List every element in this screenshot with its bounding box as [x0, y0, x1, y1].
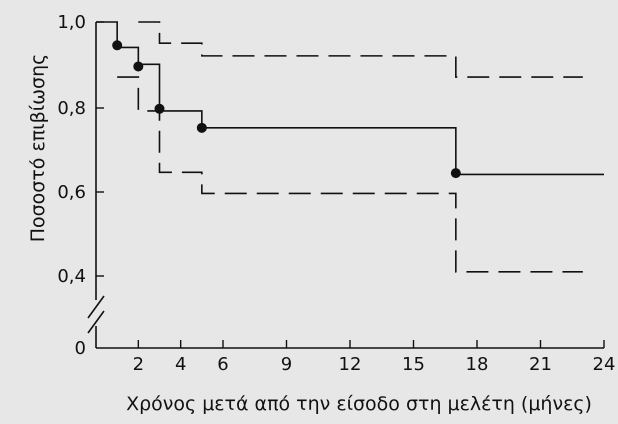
x-tick-label: 24	[593, 354, 616, 375]
event-marker	[196, 122, 207, 133]
x-tick-label: 4	[175, 354, 186, 375]
y-tick-label: 1,0	[57, 12, 86, 33]
y-axis-title: Ποσοστό επιβίωσης	[27, 54, 49, 243]
event-marker	[450, 168, 461, 179]
axes	[87, 22, 604, 349]
y-tick-label: 0	[75, 338, 86, 359]
event-marker	[112, 40, 123, 51]
x-tick-label: 2	[133, 354, 144, 375]
y-tick-label: 0,4	[57, 266, 86, 287]
x-tick-label: 6	[217, 354, 228, 375]
confidence-bound-curve	[138, 21, 583, 78]
y-tick-label: 0,6	[57, 182, 86, 203]
series-layer	[96, 21, 604, 273]
x-tick-label: 12	[339, 354, 362, 375]
labels: Χρόνος μετά από την είσοδο στη μελέτη (μ…	[27, 54, 592, 415]
x-tick-label: 18	[466, 354, 489, 375]
x-tick-label: 21	[529, 354, 552, 375]
x-tick-label: 15	[402, 354, 425, 375]
survival-curve	[96, 21, 604, 176]
x-axis-title: Χρόνος μετά από την είσοδο στη μελέτη (μ…	[126, 393, 592, 415]
confidence-bound-curve	[117, 76, 583, 273]
event-marker	[133, 61, 144, 72]
y-tick-label: 0,8	[57, 98, 86, 119]
y-axis-break	[87, 295, 105, 334]
x-tick-label: 9	[281, 354, 292, 375]
